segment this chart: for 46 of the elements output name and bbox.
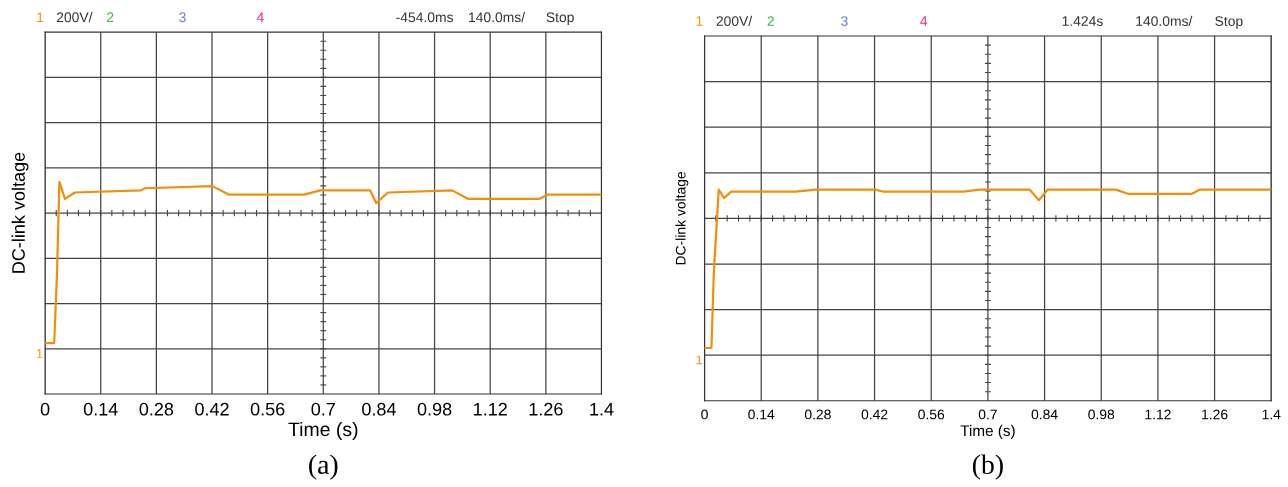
x-tick-label: 0 xyxy=(701,409,708,420)
x-tick-label: 0.7 xyxy=(978,409,997,420)
x-tick-label: 0.84 xyxy=(1031,409,1058,420)
x-tick-label: 0.42 xyxy=(195,402,229,416)
x-tick-label: 0.7 xyxy=(311,402,335,416)
text: 140.0ms/ xyxy=(469,11,526,23)
x-tick-label: 0.14 xyxy=(748,409,775,420)
text: 3 xyxy=(179,12,186,23)
y-axis-title: DC-link voltage xyxy=(675,171,689,265)
text: 2 xyxy=(767,16,774,26)
x-axis-title: Time (s) xyxy=(288,421,358,441)
x-tick-label: 0.84 xyxy=(362,402,396,416)
text: 1 xyxy=(37,349,43,358)
x-tick-label: 0.98 xyxy=(1088,409,1115,420)
text: -454.0ms xyxy=(396,12,454,23)
text: (b) xyxy=(972,454,1003,480)
x-tick-label: 1.12 xyxy=(474,402,507,416)
text: 3 xyxy=(841,16,848,26)
x-tick-label: 0.56 xyxy=(250,402,285,416)
text: 200V/ xyxy=(716,15,753,26)
text: 2 xyxy=(106,12,114,23)
text: 200V/ xyxy=(56,11,93,23)
text: 1.424s xyxy=(1062,16,1103,26)
x-tick-label: 1.12 xyxy=(1145,409,1171,420)
y-axis-title: DC-link voltage xyxy=(11,152,29,273)
x-tick-label: 0.98 xyxy=(417,402,452,416)
text: 1 xyxy=(696,16,703,26)
x-axis-title: Time (s) xyxy=(960,424,1015,440)
x-tick-label: 1.4 xyxy=(1262,409,1281,420)
x-tick-label: 1.26 xyxy=(1202,409,1228,420)
x-tick-label: 0.14 xyxy=(83,402,118,416)
text: 1 xyxy=(37,12,44,23)
x-tick-label: 0 xyxy=(40,402,50,416)
text: Stop xyxy=(546,12,574,25)
text: 4 xyxy=(920,16,928,26)
text: 4 xyxy=(256,12,264,23)
text: Stop xyxy=(1215,16,1243,29)
text: 140.0ms/ xyxy=(1136,15,1193,26)
text: (a) xyxy=(309,454,338,480)
x-tick-label: 0.56 xyxy=(918,409,945,420)
text: 1 xyxy=(696,355,702,365)
x-tick-label: 1.4 xyxy=(590,402,614,416)
x-tick-label: 0.42 xyxy=(861,409,888,420)
x-tick-label: 0.28 xyxy=(139,402,174,416)
x-tick-label: 0.28 xyxy=(804,409,831,420)
x-tick-label: 1.26 xyxy=(529,402,563,416)
